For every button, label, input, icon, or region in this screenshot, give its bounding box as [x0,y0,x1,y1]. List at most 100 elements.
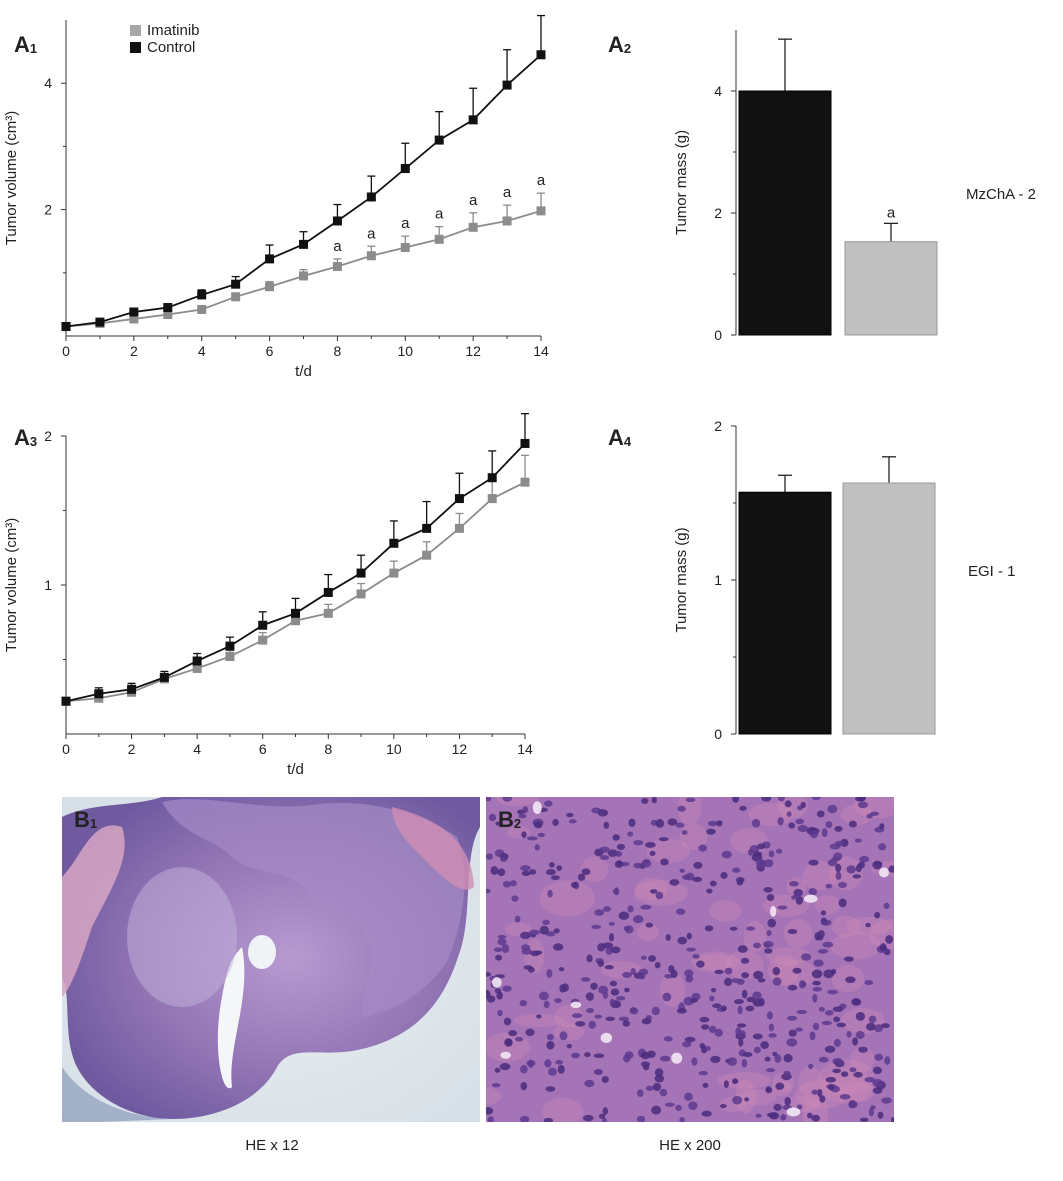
cell-nucleus [885,934,894,944]
cell-nucleus [706,888,713,894]
cell-nucleus [858,1046,868,1053]
cell-nucleus [581,868,591,876]
cell-nucleus [518,813,527,819]
panel-label-a2: A2 [608,32,631,58]
legend-label-control: Control [147,39,196,56]
cell-nucleus [736,978,745,985]
cell-nucleus [488,813,497,822]
cell-nucleus [566,812,574,818]
bar-imatinib [842,482,936,735]
cell-nucleus [888,865,894,873]
cell-nucleus [622,971,632,979]
cell-nucleus [709,995,715,1002]
cell-nucleus [872,1079,883,1088]
cell-nucleus [632,915,644,924]
vacuole [878,867,889,878]
cell-nucleus [614,860,624,869]
cell-nucleus [878,843,887,851]
cell-nucleus [855,1012,866,1021]
data-point-control [502,80,512,90]
data-point-control [356,568,366,578]
cell-nucleus [760,1041,769,1049]
data-point-imatinib [520,477,530,487]
cell-nucleus [834,840,845,847]
cell-nucleus [571,881,578,888]
cell-nucleus [486,1107,494,1115]
cell-nucleus [651,1006,660,1016]
x-tick-label: 4 [193,741,201,757]
cytoplasm-patch [554,1004,583,1028]
cell-nucleus [764,1056,771,1062]
cell-nucleus [835,1057,843,1065]
cell-nucleus [527,966,535,973]
panel-index: 2 [623,41,632,56]
data-point-imatinib [163,310,173,320]
data-point-imatinib [258,635,268,645]
cell-nucleus [594,909,605,916]
vacuole [532,801,542,814]
cytoplasm-patch [850,1047,875,1072]
cell-nucleus [664,974,674,979]
cell-nucleus [539,991,549,1001]
cell-nucleus [644,841,656,848]
x-axis-label: t/d [287,761,304,778]
cell-nucleus [817,1089,823,1097]
cell-nucleus [676,1008,687,1014]
cell-nucleus [521,870,531,877]
y-tick-label: 0 [714,327,722,343]
cell-nucleus [854,838,862,843]
cell-nucleus [773,1103,782,1111]
cell-nucleus [543,1000,550,1009]
cell-nucleus [508,1030,518,1037]
cell-nucleus [742,1052,753,1058]
data-point-imatinib [129,314,139,324]
cell-nucleus [780,1114,787,1121]
cell-nucleus [828,1084,834,1091]
cell-nucleus [751,818,761,828]
cytoplasm-patch [660,972,685,1007]
cell-nucleus [824,1045,836,1053]
significance-marker: a [401,215,410,232]
cell-nucleus [586,1008,595,1014]
cell-nucleus [719,1104,727,1109]
panel-index: 1 [29,41,38,56]
cell-nucleus [519,1115,530,1122]
cell-nucleus [581,977,591,982]
cell-nucleus [651,797,657,804]
cell-nucleus [609,998,616,1006]
data-point-imatinib [323,608,333,618]
cell-nucleus [662,992,672,1002]
cell-nucleus [568,819,577,824]
cell-nucleus [776,848,783,854]
cell-nucleus [859,1117,869,1122]
cell-nucleus [808,1063,814,1069]
cell-nucleus [787,1015,798,1021]
cell-nucleus [711,987,717,993]
chart-a1-tumor-volume: 0 2 4 6 8 10 12 14 2 4 t/d Tumor volume (cm³) a a a a a a… [3,14,549,380]
cell-nucleus [821,920,828,926]
cytoplasm-patch [840,804,874,825]
cell-nucleus [723,977,733,987]
cell-nucleus [496,991,503,1000]
cell-nucleus [543,1117,553,1122]
cell-nucleus [699,1016,710,1023]
cell-nucleus [787,929,798,935]
cell-nucleus [660,858,669,866]
cell-nucleus [654,961,661,969]
cell-nucleus [677,805,686,812]
cell-nucleus [686,947,696,952]
cell-nucleus [624,987,630,993]
data-point-control [231,279,241,289]
cell-nucleus [707,820,718,827]
cytoplasm-patch [634,878,669,901]
x-tick-label: 8 [324,741,332,757]
cell-nucleus [597,943,606,952]
cell-nucleus [688,1101,698,1111]
bar-control [738,90,832,336]
cell-line-label-mzcha: MzChA - 2 [966,186,1037,203]
cell-nucleus [739,805,747,811]
legend: Imatinib Control [130,22,200,56]
x-tick-label: 10 [397,343,413,359]
data-point-imatinib [434,234,444,244]
cell-nucleus [745,1005,755,1012]
